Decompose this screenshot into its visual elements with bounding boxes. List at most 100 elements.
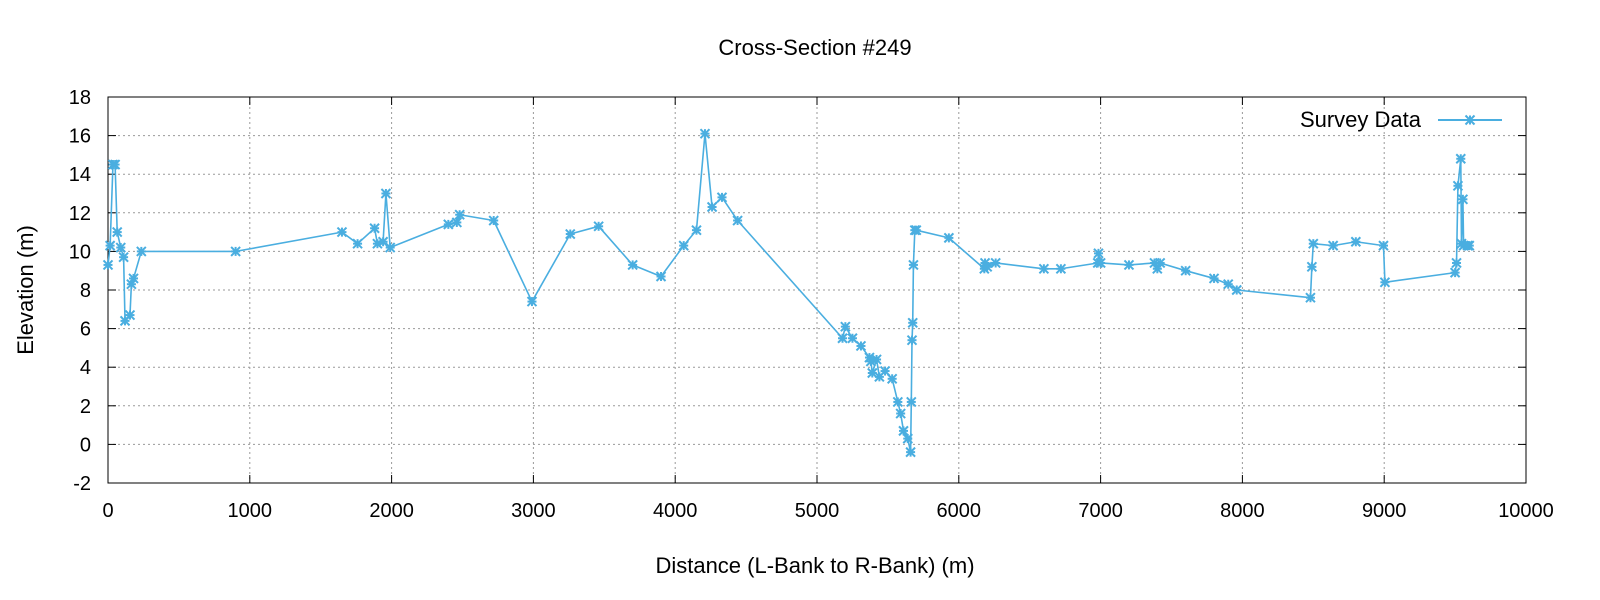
y-tick-label: 18 [69,87,91,109]
data-point [1464,240,1475,251]
data-point [906,334,918,346]
data-point [451,217,463,228]
data-point [230,246,241,257]
data-point [895,408,906,419]
data-point [943,232,955,244]
data-point [1449,267,1461,278]
x-tick-label: 5000 [795,500,840,522]
data-point [1055,263,1067,274]
data-point [981,261,993,273]
y-tick-label: 2 [80,396,91,418]
data-point [699,128,711,139]
data-point [593,221,604,232]
data-point [847,333,858,344]
data-point [1154,257,1166,269]
data-point [716,192,728,203]
data-point [1452,180,1464,191]
data-point [384,242,396,253]
x-axis-label: Distance (L-Bank to R-Bank) (m) [655,553,974,578]
data-point [124,309,136,321]
x-tick-label: 9000 [1362,500,1407,522]
y-tick-label: 16 [69,126,91,148]
data-point [892,396,904,408]
data-point [109,159,121,170]
data-point [112,226,123,238]
data-point [990,257,1001,269]
data-point [1379,277,1391,288]
data-point [1208,273,1220,284]
data-point [1327,240,1339,251]
data-point [443,219,454,230]
data-point [128,273,139,284]
data-point [136,246,147,257]
data-point [691,224,702,236]
data-point [840,321,851,332]
legend-marker-sample [1464,114,1476,126]
data-point [380,188,392,199]
data-point [627,259,638,271]
data-point [336,226,348,238]
x-tick-label: 6000 [937,500,982,522]
data-point [352,238,363,249]
y-tick-label: 4 [80,357,91,379]
data-point [454,209,465,220]
data-point [102,259,114,271]
y-tick-label: 12 [69,203,91,225]
data-point [911,224,922,236]
data-point [118,251,129,263]
x-tick-label: 7000 [1078,500,1123,522]
y-tick-label: -2 [73,473,91,495]
data-point [908,259,919,271]
data-point [907,317,918,329]
data-point [855,340,867,352]
y-axis-ticks: -2 0 2 4 6 8 10 12 14 16 18 [69,87,1526,495]
data-point [837,333,848,344]
data-point [905,446,916,458]
y-tick-label: 14 [69,164,91,186]
data-point [1306,261,1318,273]
data-point [906,396,917,408]
data-point [488,215,499,226]
data-point [655,271,667,282]
data-point [706,201,718,213]
data-point [526,296,538,307]
data-point [1180,265,1191,276]
data-point [104,240,116,251]
x-tick-label: 8000 [1220,500,1265,522]
data-point [1223,279,1234,290]
x-tick-label: 2000 [369,500,414,522]
data-point [1451,257,1462,269]
y-tick-label: 6 [80,319,91,341]
data-point [1095,257,1106,269]
data-point [565,228,576,240]
y-tick-label: 0 [80,434,91,456]
data-point [1305,292,1316,303]
data-point [1378,240,1389,251]
data-point [1038,263,1050,274]
series-layer [102,128,1475,458]
chart-title: Cross-Section #249 [718,35,911,60]
y-axis-label: Elevation (m) [13,225,38,355]
data-point [871,354,882,365]
grid-lines [108,97,1526,483]
data-point [1457,194,1469,205]
data-point [1308,238,1319,249]
x-tick-label: 3000 [511,500,556,522]
x-tick-label: 0 [102,500,113,522]
data-point [902,433,913,444]
data-point [732,215,743,226]
data-point [1231,284,1242,296]
y-tick-label: 10 [69,241,91,263]
x-tick-label: 10000 [1498,500,1554,522]
data-point [1123,259,1135,271]
data-point [678,240,689,251]
data-point [1093,248,1104,259]
legend-marker-star [1464,114,1476,126]
data-point [1350,236,1362,247]
x-tick-label: 1000 [228,500,273,522]
x-tick-label: 4000 [653,500,698,522]
data-point [115,242,126,253]
legend-label-survey-data: Survey Data [1300,107,1422,132]
